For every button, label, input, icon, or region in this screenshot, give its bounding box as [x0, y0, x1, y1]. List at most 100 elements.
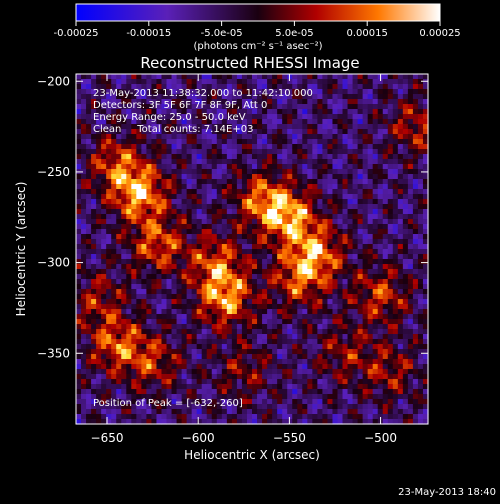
heatmap-cell: [407, 104, 414, 110]
heatmap-cell: [377, 259, 384, 265]
heatmap-cell: [317, 219, 323, 225]
heatmap-cell: [151, 389, 158, 395]
heatmap-cell: [312, 334, 318, 340]
heatmap-cell: [201, 284, 208, 290]
heatmap-cell: [337, 324, 344, 330]
heatmap-cell: [342, 319, 349, 325]
heatmap-cell: [156, 344, 163, 350]
heatmap-cell: [287, 404, 293, 410]
heatmap-cell: [216, 419, 223, 425]
heatmap-cell: [231, 284, 238, 290]
heatmap-cell: [262, 289, 268, 295]
heatmap-cell: [191, 319, 198, 325]
heatmap-cell: [201, 164, 208, 170]
heatmap-cell: [221, 324, 228, 330]
heatmap-cell: [226, 379, 233, 385]
heatmap-cell: [101, 89, 107, 95]
heatmap-cell: [221, 369, 228, 375]
heatmap-cell: [292, 319, 298, 325]
heatmap-cell: [136, 279, 142, 285]
heatmap-cell: [126, 224, 132, 230]
heatmap-cell: [126, 264, 132, 270]
heatmap-cell: [342, 354, 349, 360]
heatmap-cell: [407, 119, 414, 125]
heatmap-cell: [146, 349, 153, 355]
heatmap-cell: [171, 384, 178, 390]
heatmap-cell: [257, 124, 263, 130]
heatmap-cell: [277, 194, 283, 200]
heatmap-cell: [342, 189, 349, 195]
heatmap-cell: [96, 154, 102, 160]
heatmap-cell: [292, 299, 298, 305]
heatmap-cell: [272, 114, 278, 120]
heatmap-cell: [136, 114, 142, 120]
heatmap-cell: [287, 94, 293, 100]
heatmap-cell: [367, 334, 374, 340]
heatmap-cell: [226, 254, 233, 260]
heatmap-cell: [377, 394, 384, 400]
heatmap-cell: [206, 209, 213, 215]
heatmap-cell: [297, 169, 303, 175]
heatmap-cell: [171, 74, 178, 80]
heatmap-cell: [211, 189, 218, 195]
heatmap-cell: [422, 334, 429, 340]
heatmap-cell: [91, 364, 97, 370]
heatmap-cell: [397, 279, 404, 285]
heatmap-cell: [252, 84, 258, 90]
heatmap-cell: [206, 314, 213, 320]
heatmap-cell: [402, 349, 409, 355]
heatmap-cell: [186, 119, 193, 125]
heatmap-cell: [392, 149, 399, 155]
heatmap-cell: [116, 119, 122, 125]
heatmap-cell: [116, 104, 122, 110]
colorbar-ticks: -0.00025 -0.00015 -5.0e-05 5.0e-05 0.00015 0.…: [54, 21, 461, 39]
heatmap-cell: [322, 254, 329, 260]
heatmap-cell: [382, 259, 389, 265]
heatmap-cell: [252, 249, 258, 255]
heatmap-cell: [352, 269, 359, 275]
heatmap-cell: [221, 239, 228, 245]
heatmap-cell: [397, 214, 404, 220]
heatmap-cell: [106, 179, 112, 185]
heatmap-cell: [342, 409, 349, 415]
heatmap-cell: [312, 304, 318, 310]
heatmap-cell: [156, 329, 163, 335]
heatmap-cell: [191, 369, 198, 375]
heatmap-cell: [332, 199, 339, 205]
heatmap-cell: [322, 84, 329, 90]
heatmap-cell: [392, 289, 399, 295]
heatmap-cell: [241, 299, 248, 305]
heatmap-cell: [191, 244, 198, 250]
heatmap-cell: [302, 189, 308, 195]
heatmap-cell: [307, 279, 313, 285]
heatmap-cell: [297, 414, 303, 420]
axis-ticks: −650 −600 −550 −500−200−250−300−350: [37, 74, 428, 445]
heatmap-cell: [277, 419, 283, 425]
heatmap-cell: [357, 139, 364, 145]
heatmap-cell: [111, 144, 117, 150]
heatmap-cell: [342, 299, 349, 305]
heatmap-cell: [91, 369, 97, 375]
heatmap-cell: [377, 384, 384, 390]
heatmap-cell: [206, 164, 213, 170]
heatmap-cell: [76, 289, 82, 295]
heatmap-cell: [322, 184, 329, 190]
heatmap-cell: [292, 114, 298, 120]
heatmap-cell: [312, 409, 318, 415]
heatmap-cell: [236, 319, 243, 325]
heatmap-cell: [236, 304, 243, 310]
heatmap-cell: [397, 114, 404, 120]
heatmap-cell: [136, 239, 142, 245]
heatmap-cell: [226, 374, 233, 380]
heatmap-cell: [86, 109, 92, 115]
heatmap-cell: [332, 284, 339, 290]
heatmap-cell: [131, 314, 137, 320]
heatmap-cell: [422, 414, 429, 420]
heatmap-cell: [81, 229, 87, 235]
heatmap-cell: [156, 164, 163, 170]
heatmap-cell: [362, 379, 369, 385]
heatmap-cell: [297, 104, 303, 110]
heatmap-cell: [91, 164, 97, 170]
heatmap-cell: [347, 269, 354, 275]
heatmap-cell: [342, 169, 349, 175]
